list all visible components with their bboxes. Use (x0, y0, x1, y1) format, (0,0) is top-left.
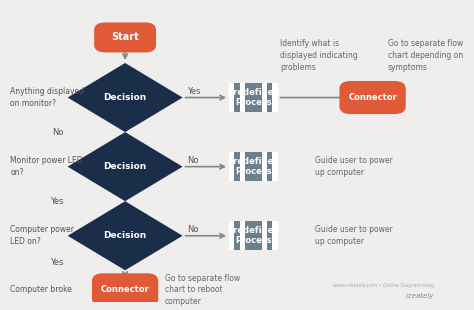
Text: Predefined
Process: Predefined Process (227, 226, 280, 246)
FancyBboxPatch shape (229, 153, 278, 181)
FancyBboxPatch shape (239, 83, 245, 112)
Text: creately: creately (406, 293, 435, 299)
Text: Decision: Decision (103, 231, 147, 240)
FancyBboxPatch shape (262, 153, 267, 181)
Text: www.creately.com • Online Diagramming: www.creately.com • Online Diagramming (333, 283, 435, 288)
FancyBboxPatch shape (272, 221, 278, 250)
FancyBboxPatch shape (239, 153, 245, 181)
Text: Predefined
Process: Predefined Process (227, 157, 280, 176)
FancyBboxPatch shape (272, 153, 278, 181)
Polygon shape (68, 201, 182, 270)
FancyBboxPatch shape (229, 83, 234, 112)
Text: Connector: Connector (348, 93, 397, 102)
FancyBboxPatch shape (229, 221, 278, 250)
Text: Anything displayed
on monitor?: Anything displayed on monitor? (10, 87, 84, 108)
Text: No: No (187, 225, 199, 234)
FancyBboxPatch shape (229, 153, 234, 181)
FancyBboxPatch shape (262, 221, 267, 250)
Text: Go to separate flow
chart depending on
symptoms: Go to separate flow chart depending on s… (388, 39, 463, 72)
Text: Decision: Decision (103, 93, 147, 102)
Polygon shape (68, 132, 182, 201)
Text: Connector: Connector (101, 285, 149, 294)
FancyBboxPatch shape (92, 273, 158, 306)
Polygon shape (68, 63, 182, 132)
Text: No: No (187, 156, 199, 165)
Text: Start: Start (111, 33, 139, 42)
Text: Guide user to power
up computer: Guide user to power up computer (315, 156, 393, 177)
Text: Go to separate flow
chart to reboot
computer: Go to separate flow chart to reboot comp… (165, 273, 240, 306)
FancyBboxPatch shape (229, 83, 278, 112)
Text: Decision: Decision (103, 162, 147, 171)
Text: Yes: Yes (187, 87, 201, 96)
Text: Guide user to power
up computer: Guide user to power up computer (315, 225, 393, 246)
Text: Identify what is
displayed indicating
problems: Identify what is displayed indicating pr… (280, 39, 357, 72)
Text: Computer power
LED on?: Computer power LED on? (10, 225, 74, 246)
Text: Monitor power LED
on?: Monitor power LED on? (10, 156, 83, 177)
Text: Yes: Yes (50, 197, 63, 206)
FancyBboxPatch shape (272, 83, 278, 112)
FancyBboxPatch shape (339, 81, 406, 114)
FancyBboxPatch shape (262, 83, 267, 112)
FancyBboxPatch shape (229, 221, 234, 250)
Text: Computer broke: Computer broke (10, 285, 72, 294)
Text: Predefined
Process: Predefined Process (227, 88, 280, 107)
Text: Yes: Yes (50, 258, 63, 267)
FancyBboxPatch shape (94, 22, 156, 52)
FancyBboxPatch shape (239, 221, 245, 250)
Text: No: No (52, 128, 63, 137)
